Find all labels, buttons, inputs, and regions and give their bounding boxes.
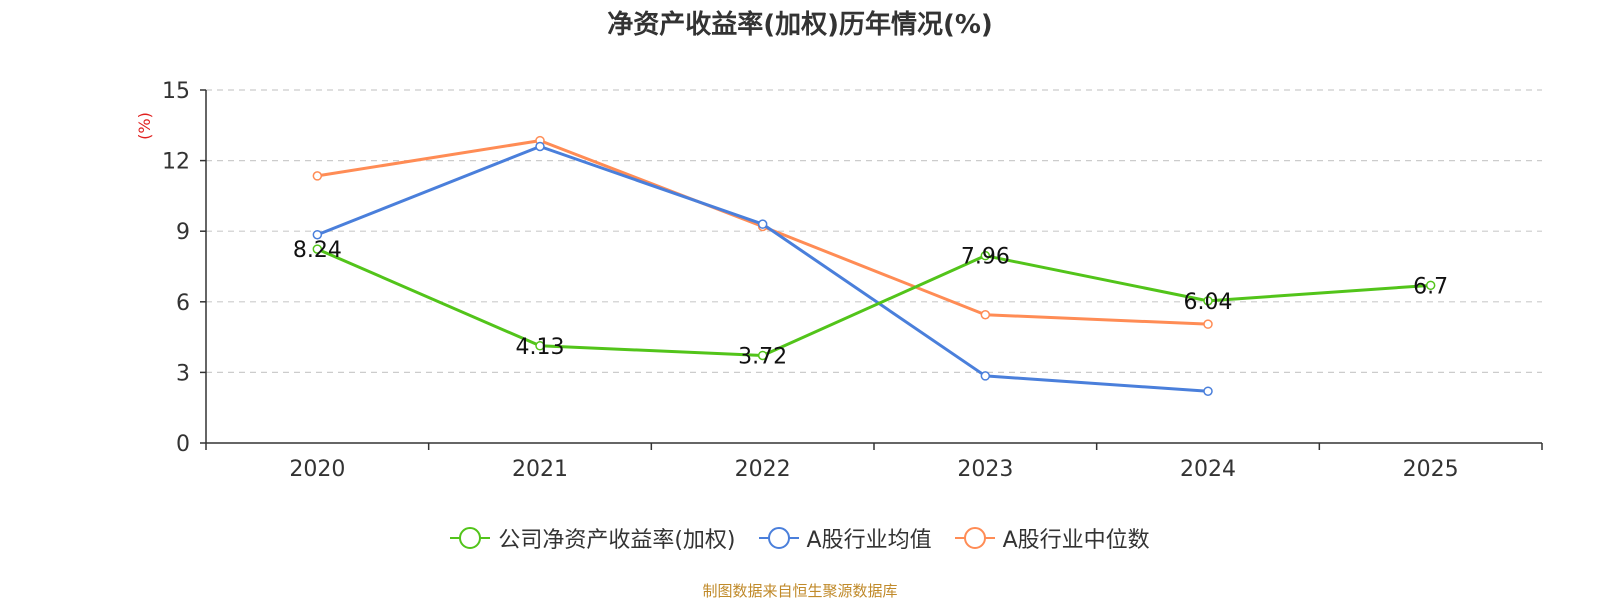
y-tick-label: 6 [176, 291, 190, 316]
data-label: 3.72 [738, 344, 787, 369]
x-tick-label: 2020 [289, 457, 345, 482]
y-tick-label: 3 [176, 361, 190, 386]
data-point-0 [312, 244, 323, 254]
legend-item-company[interactable]: 公司净资产收益率(加权) [450, 522, 736, 554]
source-note: 制图数据来自恒生聚源数据库 [702, 582, 898, 600]
legend-label-company: 公司净资产收益率(加权) [498, 528, 736, 553]
series-line-2 [317, 139, 1209, 326]
legend: 公司净资产收益率(加权) A股行业均值 A股行业中位数 [0, 522, 1600, 556]
legend-item-industry-median[interactable]: A股行业中位数 [954, 522, 1150, 554]
data-point-0 [535, 341, 545, 351]
data-point-1 [757, 219, 768, 229]
series-line-0 [316, 247, 1431, 357]
data-point-0 [980, 250, 991, 261]
y-tick-label: 9 [176, 220, 190, 245]
chart-title: 净资产收益率(加权)历年情况(%) [607, 10, 993, 40]
y-tick-label: 12 [162, 150, 190, 175]
data-point-2 [980, 309, 991, 320]
data-point-1 [1203, 386, 1213, 396]
legend-item-industry-mean[interactable]: A股行业均值 [758, 522, 932, 554]
x-tick-label: 2025 [1403, 457, 1459, 482]
legend-marker-industry-mean [758, 527, 799, 549]
y-tick-label: 15 [162, 79, 190, 104]
data-label: 6.7 [1413, 274, 1448, 299]
y-tick-label: 0 [176, 432, 190, 457]
x-tick-label: 2023 [957, 457, 1013, 482]
x-tick-label: 2022 [735, 457, 791, 482]
data-label: 8.24 [293, 238, 342, 263]
data-label: 4.13 [516, 335, 565, 360]
legend-label-industry-median: A股行业中位数 [1002, 528, 1150, 553]
legend-label-industry-mean: A股行业均值 [806, 528, 932, 553]
data-point-2 [1203, 319, 1213, 329]
data-point-0 [1425, 280, 1436, 291]
data-label: 7.96 [961, 245, 1010, 270]
x-tick-label: 2021 [512, 457, 568, 482]
data-point-1 [980, 371, 991, 381]
data-point-0 [757, 350, 768, 361]
legend-marker-industry-median [954, 527, 995, 549]
data-label: 6.04 [1184, 290, 1233, 315]
y-axis-label: (%) [135, 112, 154, 140]
data-point-0 [1203, 296, 1213, 306]
x-tick-label: 2024 [1180, 457, 1236, 482]
data-point-1 [535, 141, 545, 152]
data-point-1 [312, 229, 323, 240]
legend-marker-company [450, 527, 491, 549]
data-point-2 [312, 171, 323, 181]
